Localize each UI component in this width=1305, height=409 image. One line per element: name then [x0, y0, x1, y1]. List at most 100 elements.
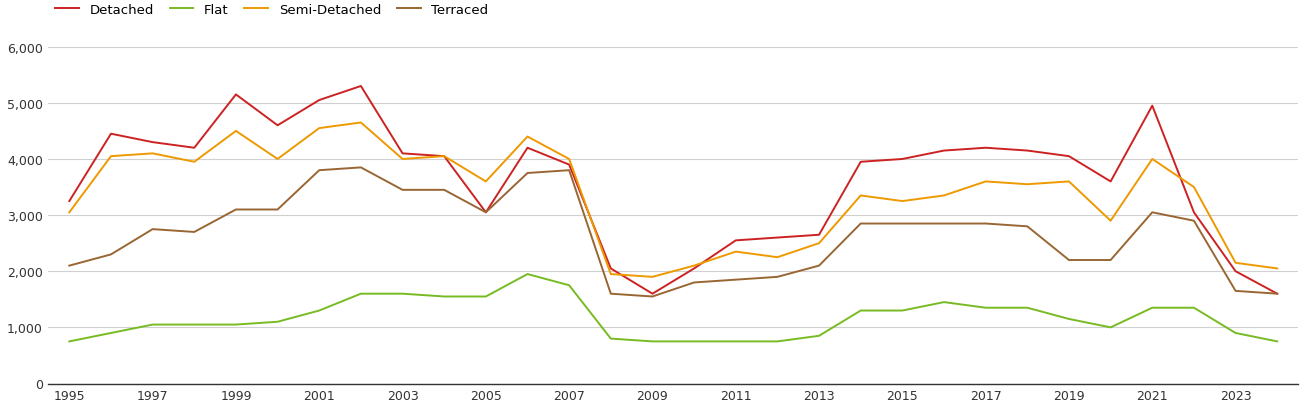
Terraced: [1186, 219, 1202, 224]
Flat: [61, 339, 77, 344]
Semi-Detached: [394, 157, 410, 162]
Terraced: [645, 294, 660, 299]
Flat: [394, 292, 410, 297]
Semi-Detached: [977, 180, 993, 184]
Terraced: [103, 252, 119, 257]
Flat: [1103, 325, 1118, 330]
Flat: [1144, 306, 1160, 310]
Semi-Detached: [1270, 266, 1285, 271]
Terraced: [519, 171, 535, 176]
Terraced: [853, 222, 869, 227]
Detached: [977, 146, 993, 151]
Flat: [1061, 317, 1077, 321]
Terraced: [561, 169, 577, 173]
Terraced: [1061, 258, 1077, 263]
Flat: [936, 300, 951, 305]
Terraced: [1270, 292, 1285, 297]
Flat: [1019, 306, 1035, 310]
Detached: [1228, 269, 1244, 274]
Terraced: [1019, 224, 1035, 229]
Detached: [770, 236, 786, 240]
Semi-Detached: [812, 241, 827, 246]
Line: Terraced: Terraced: [69, 168, 1278, 297]
Detached: [1019, 149, 1035, 154]
Flat: [354, 292, 369, 297]
Semi-Detached: [270, 157, 286, 162]
Detached: [1103, 180, 1118, 184]
Semi-Detached: [103, 154, 119, 159]
Flat: [1228, 331, 1244, 336]
Semi-Detached: [145, 151, 161, 156]
Detached: [61, 199, 77, 204]
Terraced: [478, 210, 493, 215]
Detached: [603, 266, 619, 271]
Semi-Detached: [61, 210, 77, 215]
Semi-Detached: [354, 121, 369, 126]
Semi-Detached: [1228, 261, 1244, 265]
Detached: [228, 93, 244, 98]
Detached: [561, 163, 577, 168]
Detached: [312, 98, 328, 103]
Terraced: [436, 188, 452, 193]
Detached: [354, 84, 369, 89]
Detached: [936, 149, 951, 154]
Detached: [519, 146, 535, 151]
Flat: [770, 339, 786, 344]
Flat: [187, 322, 202, 327]
Flat: [894, 308, 910, 313]
Semi-Detached: [1144, 157, 1160, 162]
Semi-Detached: [1103, 219, 1118, 224]
Semi-Detached: [603, 272, 619, 277]
Flat: [686, 339, 702, 344]
Semi-Detached: [228, 129, 244, 134]
Flat: [103, 331, 119, 336]
Flat: [270, 319, 286, 324]
Terraced: [270, 207, 286, 212]
Terraced: [61, 263, 77, 268]
Detached: [812, 233, 827, 238]
Terraced: [936, 222, 951, 227]
Line: Detached: Detached: [69, 87, 1278, 294]
Semi-Detached: [686, 263, 702, 268]
Detached: [270, 124, 286, 128]
Terraced: [228, 207, 244, 212]
Line: Flat: Flat: [69, 274, 1278, 342]
Semi-Detached: [312, 126, 328, 131]
Terraced: [312, 169, 328, 173]
Flat: [145, 322, 161, 327]
Flat: [519, 272, 535, 277]
Detached: [145, 140, 161, 145]
Detached: [394, 151, 410, 156]
Terraced: [187, 230, 202, 235]
Detached: [1186, 210, 1202, 215]
Semi-Detached: [436, 154, 452, 159]
Terraced: [686, 280, 702, 285]
Semi-Detached: [478, 180, 493, 184]
Semi-Detached: [561, 157, 577, 162]
Flat: [853, 308, 869, 313]
Terraced: [770, 275, 786, 280]
Detached: [728, 238, 744, 243]
Flat: [561, 283, 577, 288]
Flat: [1270, 339, 1285, 344]
Line: Semi-Detached: Semi-Detached: [69, 123, 1278, 277]
Semi-Detached: [853, 193, 869, 198]
Flat: [228, 322, 244, 327]
Flat: [478, 294, 493, 299]
Terraced: [145, 227, 161, 232]
Semi-Detached: [1061, 180, 1077, 184]
Terraced: [1144, 210, 1160, 215]
Flat: [977, 306, 993, 310]
Detached: [894, 157, 910, 162]
Detached: [853, 160, 869, 165]
Flat: [603, 336, 619, 341]
Flat: [645, 339, 660, 344]
Flat: [436, 294, 452, 299]
Detached: [1061, 154, 1077, 159]
Terraced: [1228, 289, 1244, 294]
Detached: [1144, 104, 1160, 109]
Terraced: [728, 278, 744, 283]
Terraced: [894, 222, 910, 227]
Flat: [728, 339, 744, 344]
Legend: Detached, Flat, Semi-Detached, Terraced: Detached, Flat, Semi-Detached, Terraced: [55, 4, 488, 17]
